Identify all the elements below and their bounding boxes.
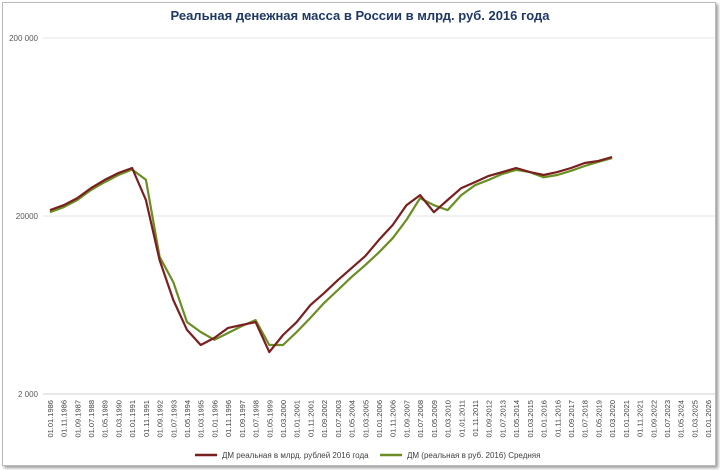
x-tick-label: 01.05.2014 (512, 400, 521, 438)
x-tick-label: 01.09.1992 (156, 400, 165, 438)
x-tick-label: 01.01.1991 (128, 400, 137, 438)
chart-frame (2, 2, 716, 466)
x-tick-label: 01.01.2021 (622, 400, 631, 438)
x-tick-label: 01.03.2005 (361, 400, 370, 438)
x-tick-label: 01.07.1998 (252, 400, 261, 438)
x-tick-label: 01.05.1989 (101, 400, 110, 438)
x-tick-label: 01.11.1986 (60, 400, 69, 437)
x-tick-label: 01.11.2001 (306, 400, 315, 437)
x-tick-label: 01.01.2016 (540, 400, 549, 438)
x-tick-label: 01.07.2013 (498, 400, 507, 438)
x-tick-label: 01.03.2010 (444, 400, 453, 438)
x-tick-label: 01.09.1997 (238, 400, 247, 438)
x-tick-label: 01.11.2011 (471, 400, 480, 436)
x-tick-label: 01.05.2004 (348, 400, 357, 438)
x-tick-label: 01.07.2023 (663, 400, 672, 438)
x-tick-label: 01.05.2024 (677, 400, 686, 438)
x-tick-label: 01.03.1990 (114, 400, 123, 438)
x-tick-label: 01.09.2002 (320, 400, 329, 438)
x-tick-label: 01.05.2009 (430, 400, 439, 438)
chart-title: Реальная денежная масса в России в млрд.… (171, 8, 551, 23)
x-tick-label: 01.07.2018 (581, 400, 590, 438)
x-tick-label: 01.09.1987 (73, 400, 82, 438)
x-tick-label: 01.11.1991 (142, 400, 151, 437)
x-tick-label: 01.07.2008 (416, 400, 425, 438)
legend-label: ДМ (реальная в руб. 2016) Средняя (407, 451, 540, 460)
x-tick-label: 01.01.1986 (46, 400, 55, 438)
data-line (49, 157, 613, 347)
x-tick-label: 01.07.1993 (169, 400, 178, 438)
x-tick-label: 01.01.1996 (210, 400, 219, 438)
x-tick-label: 01.03.2020 (608, 400, 617, 438)
y-tick-label: 200 000 (9, 34, 38, 43)
x-tick-label: 01.07.2003 (334, 400, 343, 438)
x-tick-label: 01.03.2025 (690, 400, 699, 438)
x-tick-label: 01.05.1994 (183, 400, 192, 438)
x-tick-label: 01.05.1999 (265, 400, 274, 438)
x-tick-label: 01.09.2017 (567, 400, 576, 438)
x-tick-label: 01.11.2016 (553, 400, 562, 437)
y-tick-label: 20000 (16, 212, 39, 221)
x-tick-label: 01.03.1995 (197, 400, 206, 438)
data-line (49, 155, 613, 354)
x-tick-label: 01.09.2007 (402, 400, 411, 438)
y-tick-label: 2 000 (18, 390, 39, 399)
x-tick-label: 01.03.2000 (279, 400, 288, 438)
x-tick-label: 01.09.2012 (485, 400, 494, 438)
x-tick-label: 01.11.2021 (636, 400, 645, 437)
x-tick-label: 01.11.1996 (224, 400, 233, 437)
x-tick-label: 01.03.2015 (526, 400, 535, 438)
x-tick-label: 01.01.2026 (704, 400, 713, 438)
x-tick-label: 01.09.2022 (649, 400, 658, 438)
x-tick-label: 01.05.2019 (594, 400, 603, 438)
x-tick-label: 01.01.2001 (293, 400, 302, 438)
x-tick-label: 01.01.2006 (375, 400, 384, 438)
x-tick-label: 01.01.2011 (457, 400, 466, 437)
x-tick-label: 01.07.1988 (87, 400, 96, 438)
legend-label: ДМ реальная в млрд. рублей 2016 года (222, 451, 369, 460)
x-tick-label: 01.11.2006 (389, 400, 398, 437)
